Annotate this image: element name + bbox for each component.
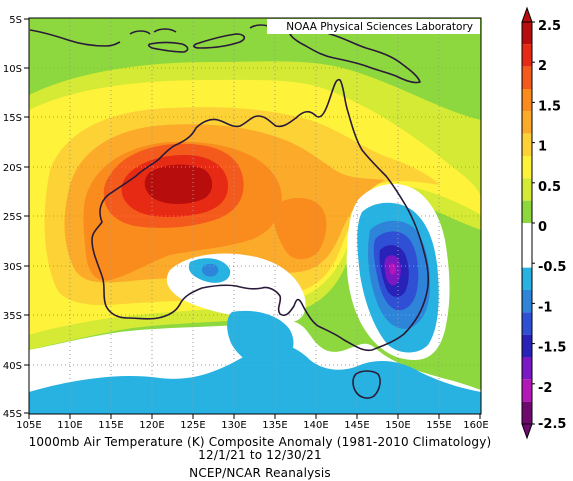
credit-box [267,19,480,34]
lon-tick-label: 145E [344,420,369,431]
colorbar-swatch [522,178,532,201]
field-magenta-east [389,263,396,275]
colorbar-label: 0 [538,220,547,235]
field-lightblue-south [29,343,481,414]
lon-tick-labels: 105E 110E 115E 120E 125E 130E 135E 140E … [16,420,488,431]
lat-tick-label: 45S [3,409,22,420]
field-dark-red [144,164,213,204]
colorbar-swatch [522,379,532,402]
coastlines [29,24,429,399]
lon-tick-label: 150E [385,420,410,431]
lon-tick-label: 155E [426,420,451,431]
colorbar-label: 0.5 [538,180,561,195]
caption-line-1: 1000mb Air Temperature (K) Composite Ano… [28,435,492,449]
field-blue-west [201,263,219,277]
lon-tick-label: 105E [16,420,41,431]
lat-tick-label: 35S [3,311,22,322]
colorbar-swatch [522,89,532,112]
colorbar-swatch [522,66,532,89]
map-gridlines [29,18,481,414]
timor-coastline [193,33,246,49]
lat-tick-label: 20S [3,163,22,174]
lat-tick-label: 40S [3,361,22,372]
lat-tick-label: 25S [3,212,22,223]
caption-line-2: 12/1/21 to 12/30/21 [198,448,322,462]
colorbar-swatch [522,22,532,45]
colorbar-swatch [522,357,532,380]
colorbar-swatch [522,334,532,357]
java-coastline [29,29,121,47]
colorbar-label: -2.5 [538,417,566,432]
colorbar-bottom-arrow [521,423,533,440]
credit-text: NOAA Physical Sciences Laboratory [286,21,473,33]
lon-tick-label: 135E [262,420,287,431]
lon-tick-label: 120E [139,420,164,431]
colorbar-swatch [522,44,532,67]
colorbar-swatch [522,200,532,223]
lon-tick-label: 125E [180,420,205,431]
lon-tick-label: 130E [221,420,246,431]
lat-tick-label: 15S [3,113,22,124]
new-guinea-coastline [289,30,421,84]
lat-tick-labels: 5S 10S 15S 20S 25S 30S 35S 40S 45S [3,15,22,420]
colorbar-label: -2 [538,381,552,396]
colorbar-label: 2.5 [538,19,561,34]
lon-tick-label: 115E [98,420,123,431]
lon-tick-label: 160E [463,420,488,431]
field-orange-east [273,197,327,260]
colorbar-swatch [522,223,532,246]
colorbar-swatch [522,401,532,424]
colorbar-label: 1.5 [538,99,561,114]
colorbar: 2.5 2 1.5 1 0.5 0 -0.5 -1 -1.5 -2 -2.5 [521,6,566,440]
colorbar-label: -0.5 [538,260,566,275]
axis-ticks [24,18,481,419]
sumba-coastline [147,41,189,53]
colorbar-swatch [522,133,532,156]
caption-line-3: NCEP/NCAR Reanalysis [189,466,331,480]
lon-tick-label: 110E [57,420,82,431]
colorbar-top-arrow [521,6,533,23]
colorbar-label: 2 [538,59,547,74]
australia-coastline [91,78,429,352]
field-lightblue-bight [227,310,294,367]
anomaly-field [29,18,481,414]
tasmania-coastline [352,370,381,399]
colorbar-swatch [522,290,532,313]
colorbar-label: 1 [538,140,547,155]
colorbar-swatch [522,156,532,179]
lat-tick-label: 5S [9,15,22,26]
lat-tick-label: 10S [3,64,22,75]
lat-tick-label: 30S [3,262,22,273]
lon-tick-label: 140E [303,420,328,431]
colorbar-swatch [522,267,532,290]
colorbar-swatch [522,312,532,335]
colorbar-label: -1.5 [538,341,566,356]
colorbar-label: -1 [538,300,552,315]
colorbar-swatch [522,111,532,134]
colorbar-swatch [522,245,532,268]
